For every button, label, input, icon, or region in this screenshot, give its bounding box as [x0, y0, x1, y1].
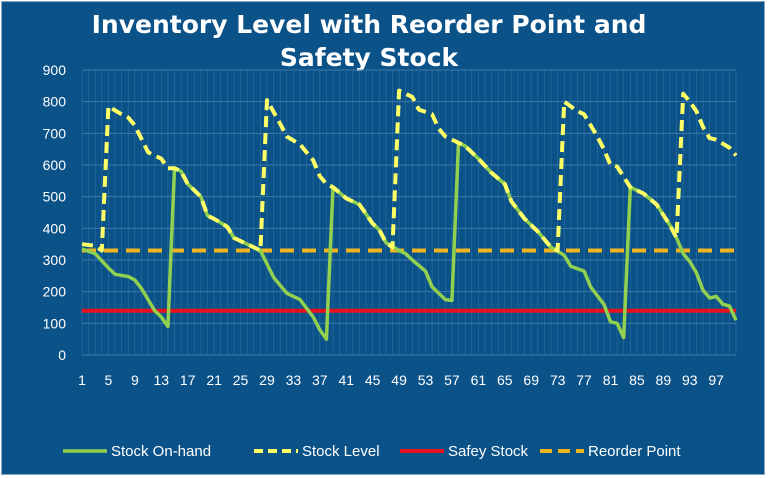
x-tick-label: 21	[206, 372, 222, 388]
y-tick-label: 500	[43, 189, 67, 205]
y-tick-label: 600	[43, 157, 67, 173]
legend: Stock On-hand Stock Level Safey Stock Reord…	[63, 443, 681, 460]
x-tick-label: 45	[365, 372, 381, 388]
legend-label-safey-stock: Safey Stock	[448, 443, 529, 460]
x-tick-label: 29	[259, 372, 275, 388]
x-tick-label: 57	[444, 372, 460, 388]
x-tick-label: 93	[682, 372, 698, 388]
x-tick-label: 41	[338, 372, 354, 388]
y-tick-label: 400	[43, 220, 67, 236]
x-tick-label: 85	[629, 372, 645, 388]
legend-label-stock-on-hand: Stock On-hand	[111, 443, 211, 460]
x-tick-label: 53	[418, 372, 434, 388]
y-tick-label: 200	[43, 284, 67, 300]
x-tick-label: 89	[656, 372, 672, 388]
y-tick-label: 300	[43, 252, 67, 268]
x-tick-label: 69	[523, 372, 539, 388]
y-tick-label: 100	[43, 315, 67, 331]
y-axis: 0 100 200 300 400 500 600 700 800 900	[43, 62, 67, 363]
x-tick-label: 97	[708, 372, 724, 388]
x-tick-label: 5	[105, 372, 113, 388]
series-line-stock-level	[81, 88, 738, 253]
x-tick-label: 49	[391, 372, 407, 388]
x-tick-label: 73	[550, 372, 566, 388]
x-tick-label: 37	[312, 372, 328, 388]
x-tick-label: 13	[153, 372, 169, 388]
legend-label-reorder-point: Reorder Point	[588, 443, 681, 460]
x-tick-label: 25	[233, 372, 249, 388]
y-tick-label: 900	[43, 62, 67, 78]
x-axis: 1 5 9 13 17 21 25 29 33 37 41 45 49 53 57 61 65 69 73 77 81 8…	[78, 372, 724, 388]
y-tick-label: 0	[58, 347, 66, 363]
chart-title-line2: Safety Stock	[280, 43, 460, 72]
plot-area	[81, 88, 738, 341]
legend-label-stock-level: Stock Level	[302, 443, 380, 460]
x-tick-label: 65	[497, 372, 513, 388]
x-tick-label: 77	[576, 372, 592, 388]
x-tick-label: 81	[603, 372, 619, 388]
x-tick-label: 61	[471, 372, 487, 388]
x-tick-label: 17	[180, 372, 196, 388]
x-tick-label: 9	[131, 372, 139, 388]
x-tick-label: 1	[78, 372, 86, 388]
y-tick-label: 700	[43, 125, 67, 141]
x-tick-label: 33	[286, 372, 302, 388]
y-tick-label: 800	[43, 94, 67, 110]
chart-title-line1: Inventory Level with Reorder Point and	[92, 10, 647, 39]
